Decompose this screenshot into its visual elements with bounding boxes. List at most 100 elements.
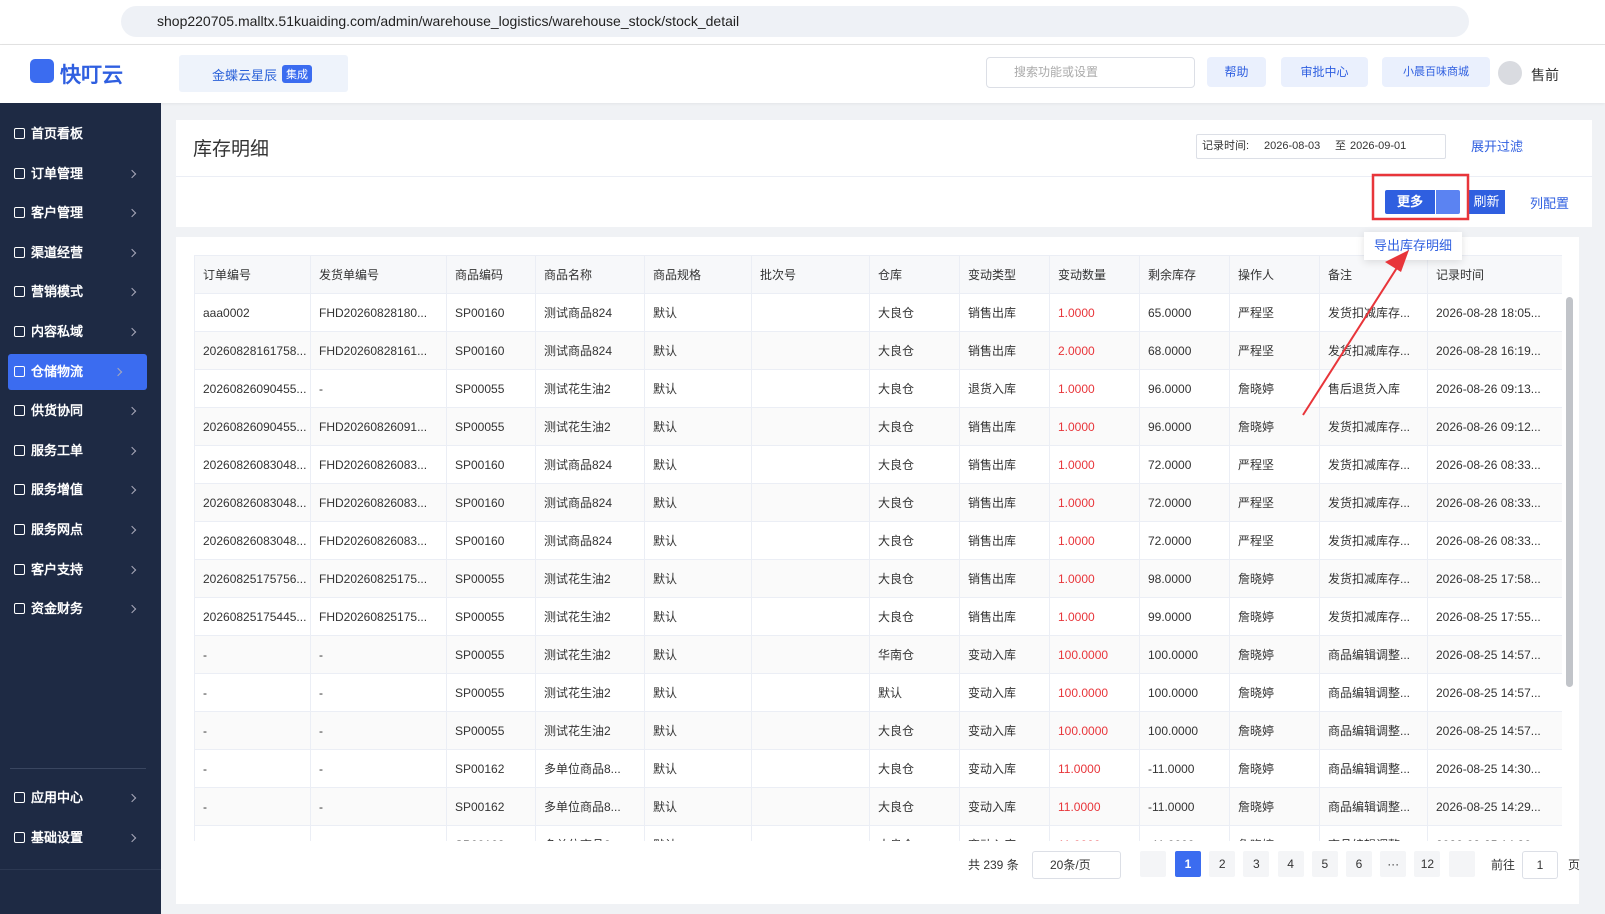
table-cell: 默认 <box>644 749 752 788</box>
table-cell: 售后退货入库 <box>1319 369 1428 408</box>
column-header: 仓库 <box>869 255 960 294</box>
table-cell: 大良仓 <box>869 521 960 560</box>
menu-item[interactable]: 供货协同 <box>0 393 161 429</box>
page-number[interactable]: 2 <box>1209 851 1236 877</box>
goto-input[interactable]: 1 <box>1522 851 1558 879</box>
column-config[interactable]: 列配置 <box>1530 196 1570 211</box>
more-button[interactable]: 更多 <box>1385 190 1435 214</box>
table-cell: - <box>194 711 311 750</box>
menu-item[interactable]: 服务工单 <box>0 433 161 469</box>
page-number[interactable]: 5 <box>1311 851 1338 877</box>
user-name[interactable]: 售前 <box>1531 67 1559 83</box>
integration-name: 金蝶云星辰 <box>212 68 278 83</box>
table-cell: 变动入库 <box>959 787 1050 826</box>
table-cell: 20260826090455... <box>194 407 311 446</box>
integration-pill[interactable]: 金蝶云星辰 集成 <box>179 55 348 92</box>
menu-item[interactable]: 客户支持 <box>0 552 161 588</box>
table-cell: 严程坚 <box>1229 293 1320 332</box>
table-cell: 测试花生油2 <box>535 635 645 674</box>
menu-item[interactable]: 应用中心 <box>0 780 161 816</box>
next-page[interactable] <box>1449 851 1475 877</box>
menu-item[interactable]: 基础设置 <box>0 820 161 856</box>
table-cell: 测试商品824 <box>535 331 645 370</box>
chevron <box>127 446 137 456</box>
menu-item[interactable]: 资金财务 <box>0 591 161 627</box>
sidebar: 首页看板订单管理 客户管理渠道经营 营销模式内容私域 仓储物流 供货协同服务工单 服务增值… <box>0 103 161 914</box>
table-cell: SP00055 <box>446 635 536 674</box>
menu-item[interactable]: 首页看板 <box>0 116 161 152</box>
table-cell: SP00055 <box>446 673 536 712</box>
page-number[interactable]: 3 <box>1243 851 1270 877</box>
chevron <box>127 288 137 297</box>
filter-toggle[interactable]: 展开过滤 <box>1471 139 1524 154</box>
menu-item[interactable]: 营销模式 <box>0 274 161 310</box>
search-box[interactable]: 搜索功能或设置 <box>986 57 1195 88</box>
table-cell: 2026-08-28 18:05... <box>1427 293 1562 332</box>
page-number[interactable]: 4 <box>1277 851 1304 877</box>
table-cell: 72.0000 <box>1139 521 1230 560</box>
page-number[interactable]: 6 <box>1346 851 1372 877</box>
date-range[interactable]: 记录时间: 2026-08-03 至 2026-09-01 <box>1196 134 1446 159</box>
menu-label: 首页看板 <box>31 126 84 141</box>
chevron <box>127 833 137 843</box>
more-dropdown-toggle[interactable] <box>1436 190 1460 214</box>
table-cell: 严程坚 <box>1229 331 1320 370</box>
table-cell: SP00162 <box>446 787 536 826</box>
chevron <box>127 525 137 535</box>
table-cell: FHD20260826083... <box>310 483 447 522</box>
table-cell: 20260826083048... <box>194 483 311 522</box>
scrollbar[interactable] <box>1566 297 1573 687</box>
table-cell: 2.0000 <box>1049 331 1140 370</box>
page-number[interactable]: 12 <box>1414 851 1441 877</box>
page-number[interactable]: ··· <box>1380 851 1407 877</box>
menu-item[interactable]: 服务网点 <box>0 512 161 548</box>
menu-item[interactable]: 服务增值 <box>0 472 161 508</box>
table-cell: 詹晓婷 <box>1229 787 1320 826</box>
table-cell: 65.0000 <box>1139 293 1230 332</box>
table-cell: 默认 <box>644 331 752 370</box>
table-cell: 默认 <box>644 369 752 408</box>
table-cell: 默认 <box>644 483 752 522</box>
table-cell: 詹晓婷 <box>1229 825 1320 841</box>
menu-icon <box>14 246 25 258</box>
page-number[interactable]: 1 <box>1175 851 1201 877</box>
table-cell: 默认 <box>869 673 960 712</box>
column-header: 发货单编号 <box>310 255 447 294</box>
table-cell: 发货扣减库存... <box>1319 597 1428 636</box>
approval-button[interactable]: 审批中心 <box>1281 57 1368 87</box>
table-cell: 大良仓 <box>869 749 960 788</box>
address-bar[interactable]: shop220705.malltx.51kuaiding.com/admin/w… <box>121 6 1469 37</box>
table-cell: 发货扣减库存... <box>1319 559 1428 598</box>
avatar[interactable] <box>1498 61 1522 85</box>
table-cell: 2026-08-26 08:33... <box>1427 445 1562 484</box>
table-cell <box>751 597 870 636</box>
table-cell: 詹晓婷 <box>1229 407 1320 446</box>
menu-item[interactable]: 订单管理 <box>0 156 161 192</box>
dropdown-item[interactable]: 导出库存明细 <box>1364 232 1462 260</box>
store-select[interactable]: 小晨百味商城 <box>1382 57 1490 87</box>
table-cell: 大良仓 <box>869 293 960 332</box>
help-button[interactable]: 帮助 <box>1207 57 1266 87</box>
logo[interactable]: 快叮云 <box>60 64 123 87</box>
table-cell: 詹晓婷 <box>1229 559 1320 598</box>
table-cell: - <box>310 635 447 674</box>
table-cell: - <box>194 635 311 674</box>
menu-item[interactable]: 客户管理 <box>0 195 161 231</box>
table-cell: 11.0000 <box>1049 825 1140 841</box>
table-cell: SP00162 <box>446 825 536 841</box>
refresh-button[interactable]: 刷新 <box>1468 190 1505 214</box>
table-cell: -11.0000 <box>1139 787 1230 826</box>
table-row: 20260828161758... FHD20260828161... SP0016… <box>194 331 1562 370</box>
table-cell: 100.0000 <box>1139 711 1230 750</box>
prev-page[interactable] <box>1140 851 1166 877</box>
menu-item[interactable]: 渠道经营 <box>0 235 161 271</box>
menu-item[interactable]: 仓储物流 <box>8 353 147 390</box>
table-cell: 默认 <box>644 673 752 712</box>
table-cell: - <box>310 711 447 750</box>
table-cell: 大良仓 <box>869 711 960 750</box>
table-cell: 100.0000 <box>1049 673 1140 712</box>
table-cell: 100.0000 <box>1049 711 1140 750</box>
menu-item[interactable]: 内容私域 <box>0 314 161 350</box>
page-size-select[interactable]: 20条/页 <box>1032 851 1121 879</box>
